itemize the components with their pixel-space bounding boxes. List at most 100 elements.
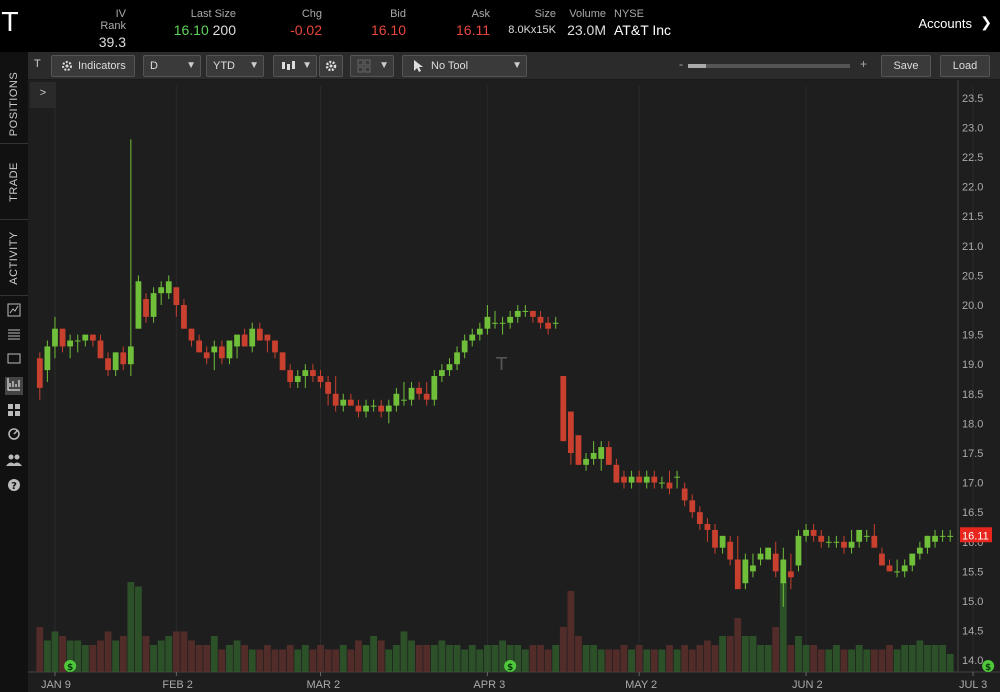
zoom-slider[interactable]	[688, 64, 850, 68]
candle-body[interactable]	[674, 476, 680, 478]
candle-body[interactable]	[431, 376, 438, 400]
candle-body[interactable]	[818, 535, 825, 542]
candle-body[interactable]	[947, 535, 954, 537]
candle-body[interactable]	[795, 535, 802, 566]
candle-body[interactable]	[332, 393, 339, 406]
candle-body[interactable]	[696, 512, 703, 525]
candle-body[interactable]	[423, 393, 430, 400]
candle-body[interactable]	[287, 370, 294, 382]
candle-body[interactable]	[590, 452, 597, 459]
bid-value[interactable]: 16.10	[370, 22, 406, 38]
chart-settings-button[interactable]	[319, 55, 343, 77]
candle-body[interactable]	[727, 541, 734, 560]
candle-body[interactable]	[575, 435, 582, 465]
refresh-icon[interactable]	[5, 427, 23, 445]
candle-body[interactable]	[294, 376, 301, 382]
chart-small-icon[interactable]	[5, 303, 23, 321]
candle-body[interactable]	[643, 476, 650, 483]
candle-body[interactable]	[279, 352, 286, 371]
tab-positions[interactable]: POSITIONS	[0, 64, 28, 144]
candle-body[interactable]	[666, 482, 673, 489]
tab-trade[interactable]: TRADE	[0, 144, 28, 220]
load-button[interactable]: Load	[940, 55, 990, 77]
candle-body[interactable]	[810, 529, 817, 536]
candle-body[interactable]	[719, 535, 726, 548]
candle-body[interactable]	[446, 364, 453, 371]
candle-body[interactable]	[226, 340, 233, 359]
candle-body[interactable]	[317, 376, 324, 382]
candle-body[interactable]	[90, 334, 96, 341]
candle-body[interactable]	[143, 299, 149, 317]
candle-body[interactable]	[272, 340, 278, 353]
chart-style-select[interactable]: ▼	[273, 55, 317, 77]
candle-body[interactable]	[347, 399, 354, 406]
candle-body[interactable]	[757, 553, 764, 560]
candle-body[interactable]	[469, 334, 476, 341]
candle-body[interactable]	[256, 328, 263, 341]
candle-body[interactable]	[689, 500, 696, 513]
ask-value[interactable]: 16.11	[456, 22, 490, 38]
candle-body[interactable]	[135, 281, 142, 329]
candle-body[interactable]	[59, 328, 66, 347]
candle-body[interactable]	[158, 287, 165, 294]
candle-body[interactable]	[393, 393, 400, 406]
candle-body[interactable]	[173, 287, 180, 306]
candle-body[interactable]	[924, 535, 931, 548]
help-icon[interactable]: ?	[5, 478, 23, 496]
candle-body[interactable]	[127, 346, 134, 365]
layout-select[interactable]: ▼	[350, 55, 394, 77]
candle-body[interactable]	[901, 565, 908, 572]
candle-body[interactable]	[780, 559, 787, 584]
candle-body[interactable]	[879, 553, 885, 566]
period-select[interactable]: D ▼	[143, 55, 201, 77]
candle-body[interactable]	[188, 328, 195, 341]
candle-body[interactable]	[416, 387, 423, 394]
candle-body[interactable]	[385, 405, 392, 412]
candle-body[interactable]	[522, 310, 529, 312]
grid-icon[interactable]	[5, 403, 23, 421]
candle-body[interactable]	[241, 334, 248, 347]
candle-body[interactable]	[772, 553, 779, 572]
candle-body[interactable]	[886, 565, 893, 572]
zoom-out-button[interactable]: -	[679, 57, 683, 71]
candle-body[interactable]	[916, 547, 923, 554]
candle-body[interactable]	[264, 334, 271, 341]
candle-body[interactable]	[621, 476, 627, 483]
candle-body[interactable]	[750, 565, 756, 572]
candle-body[interactable]	[499, 322, 506, 324]
candle-body[interactable]	[325, 381, 331, 394]
candle-body[interactable]	[454, 352, 460, 365]
zoom-in-button[interactable]: +	[860, 57, 868, 71]
candle-body[interactable]	[939, 535, 946, 537]
candle-body[interactable]	[545, 322, 551, 329]
candle-body[interactable]	[552, 322, 559, 324]
tab-activity[interactable]: ACTIVITY	[0, 220, 28, 296]
candle-body[interactable]	[97, 340, 104, 359]
candle-body[interactable]	[894, 571, 900, 573]
candle-body[interactable]	[833, 541, 840, 543]
candle-body[interactable]	[461, 340, 468, 353]
candle-body[interactable]	[856, 529, 863, 542]
candle-body[interactable]	[583, 458, 589, 465]
candle-body[interactable]	[370, 405, 377, 407]
candle-body[interactable]	[605, 447, 612, 465]
candle-body[interactable]	[704, 524, 711, 530]
dividend-icon[interactable]	[982, 660, 995, 672]
candle-body[interactable]	[218, 346, 225, 359]
candle-body[interactable]	[742, 559, 749, 584]
candle-body[interactable]	[310, 370, 316, 377]
candle-body[interactable]	[484, 316, 491, 329]
candle-body[interactable]	[105, 358, 111, 371]
range-select[interactable]: YTD ▼	[206, 55, 264, 77]
candle-body[interactable]	[598, 447, 605, 459]
candle-body[interactable]	[507, 316, 514, 323]
candle-body[interactable]	[211, 346, 218, 353]
candle-body[interactable]	[848, 541, 855, 548]
candle-body[interactable]	[734, 559, 741, 590]
candle-body[interactable]	[628, 476, 635, 483]
candle-body[interactable]	[841, 541, 847, 548]
tv-icon[interactable]	[5, 351, 23, 369]
candle-body[interactable]	[378, 405, 385, 412]
candle-body[interactable]	[401, 399, 407, 401]
candle-body[interactable]	[74, 340, 81, 342]
